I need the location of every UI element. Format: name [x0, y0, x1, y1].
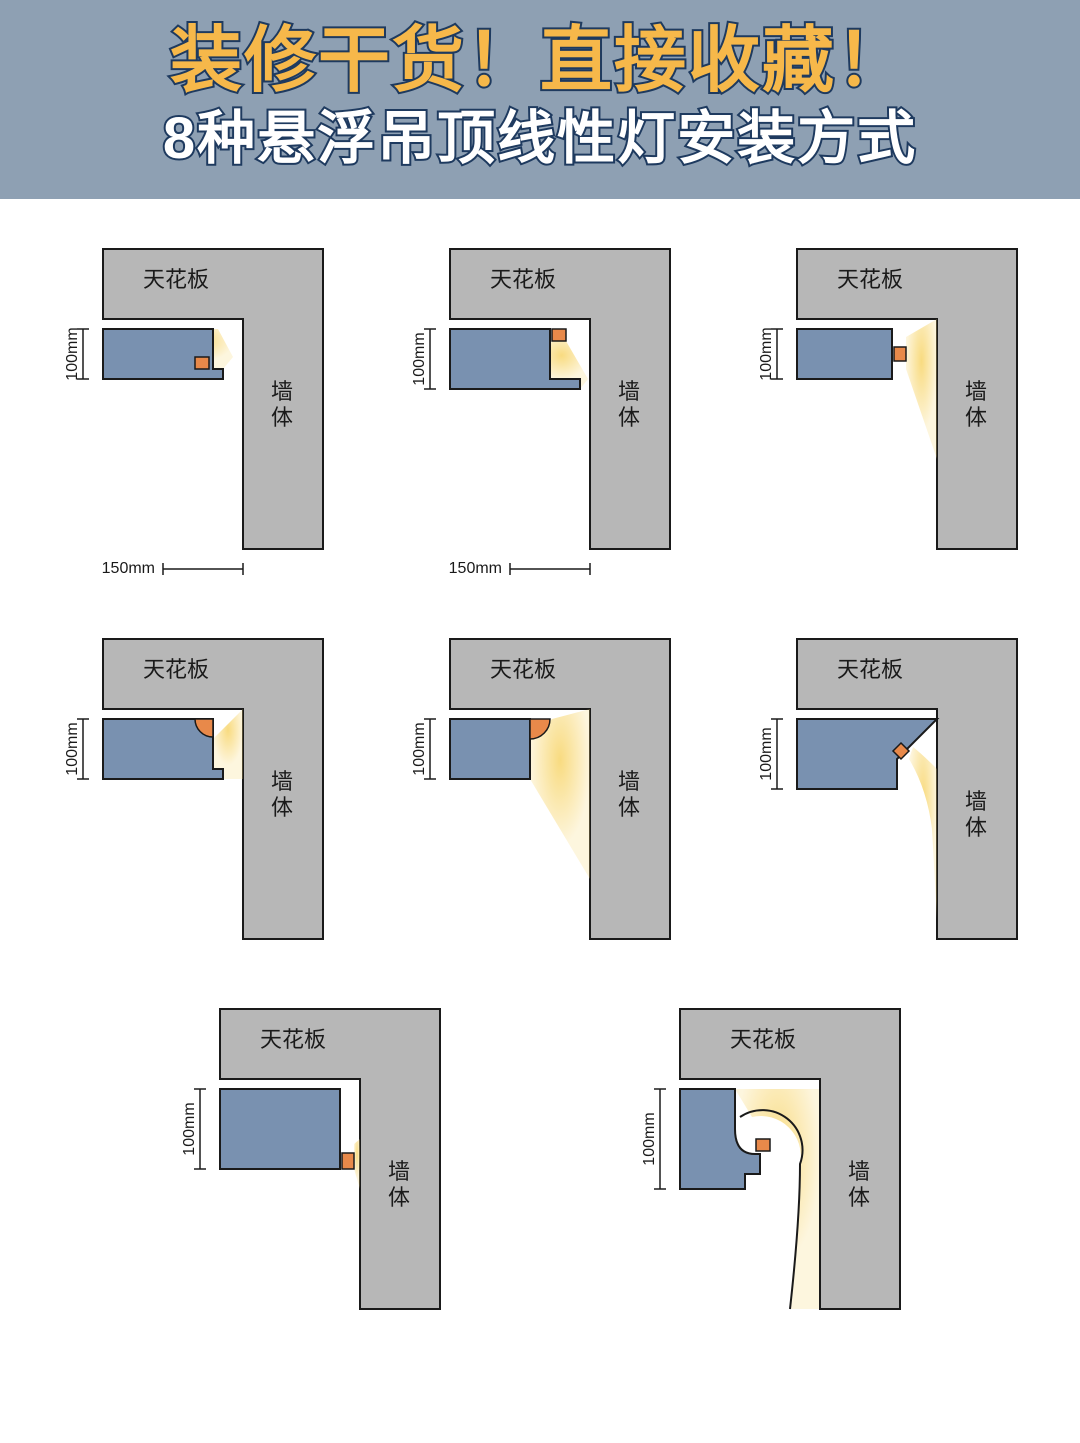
- title-line-1: 装修干货！直接收藏！: [0, 20, 1080, 103]
- diagram-svg-8: 天花板 墙体 100mm: [600, 989, 940, 1329]
- cove-shape: [220, 1089, 340, 1169]
- wall-label-char: 体: [271, 405, 293, 430]
- diagram-1: 天花板 墙体 100mm 150mm: [23, 229, 363, 589]
- ceiling-label: 天花板: [730, 1027, 796, 1052]
- row-1: 天花板 墙体 100mm 150mm: [20, 229, 1060, 589]
- cove-shape: [797, 329, 892, 379]
- ceiling-label: 天花板: [490, 267, 556, 292]
- dimension-vertical-label: 100mm: [65, 723, 82, 776]
- wall-label-char: 体: [618, 795, 640, 820]
- title-line-2: 8种悬浮吊顶线性灯安装方式: [0, 103, 1080, 176]
- dimension-horizontal-label: 150mm: [102, 561, 155, 578]
- diagram-8: 天花板 墙体 100mm: [600, 989, 940, 1329]
- diagram-svg-3: 天花板 墙体 100mm: [717, 229, 1057, 569]
- wall-label-char: 体: [388, 1185, 410, 1210]
- dimension-vertical-label: 100mm: [758, 728, 775, 781]
- ceiling-label: 天花板: [837, 267, 903, 292]
- dimension-vertical-label: 100mm: [411, 333, 428, 386]
- wall-label-char: 体: [848, 1185, 870, 1210]
- wall-label-char: 体: [965, 815, 987, 840]
- ceiling-label: 天花板: [490, 657, 556, 682]
- row-3: 天花板 墙体 100mm 天花板 墙体: [20, 989, 1060, 1329]
- dimension-vertical-label: 100mm: [758, 328, 775, 381]
- light-glow: [354, 1139, 360, 1189]
- wall-label-char: 体: [618, 405, 640, 430]
- diagram-svg-4: 天花板 墙体 100mm: [23, 619, 363, 959]
- ceiling-label: 天花板: [143, 267, 209, 292]
- diagram-svg-7: 天花板 墙体 100mm: [140, 989, 480, 1329]
- row-2: 天花板 墙体 100mm 天花板 墙体: [20, 619, 1060, 959]
- ceiling-label: 天花板: [837, 657, 903, 682]
- wall-label-char: 墙: [618, 379, 640, 404]
- diagram-6: 天花板 墙体 100mm: [717, 619, 1057, 959]
- diagram-3: 天花板 墙体 100mm: [717, 229, 1057, 589]
- diagram-svg-1: 天花板 墙体 100mm 150mm: [23, 229, 363, 589]
- wall-label-char: 体: [271, 795, 293, 820]
- light-glow: [906, 319, 937, 459]
- dimension-vertical-label: 100mm: [65, 328, 82, 381]
- diagram-7: 天花板 墙体 100mm: [140, 989, 480, 1329]
- dimension-horizontal-label: 150mm: [449, 561, 502, 578]
- light-glow: [909, 747, 937, 919]
- wall-label-char: 体: [965, 405, 987, 430]
- wall-label-char: 墙: [618, 769, 640, 794]
- cove-shape: [450, 719, 530, 779]
- diagram-svg-2: 天花板 墙体 100mm 150mm: [370, 229, 710, 589]
- header: 装修干货！直接收藏！ 8种悬浮吊顶线性灯安装方式: [0, 0, 1080, 199]
- dimension-vertical-label: 100mm: [411, 723, 428, 776]
- dimension-vertical-label: 100mm: [181, 1103, 198, 1156]
- dimension-vertical-label: 100mm: [641, 1113, 658, 1166]
- wall-label-char: 墙: [271, 769, 293, 794]
- wall-label-char: 墙: [965, 789, 987, 814]
- wall-label-char: 墙: [388, 1159, 410, 1184]
- wall-label-char: 墙: [848, 1159, 870, 1184]
- diagram-svg-6: 天花板 墙体 100mm: [717, 619, 1057, 959]
- wall-label-char: 墙: [271, 379, 293, 404]
- wall-label-char: 墙: [965, 379, 987, 404]
- light-glow: [735, 1089, 820, 1309]
- diagram-svg-5: 天花板 墙体 100mm: [370, 619, 710, 959]
- diagram-grid: 天花板 墙体 100mm 150mm: [0, 199, 1080, 1379]
- diagram-2: 天花板 墙体 100mm 150mm: [370, 229, 710, 589]
- diagram-4: 天花板 墙体 100mm: [23, 619, 363, 959]
- ceiling-label: 天花板: [143, 657, 209, 682]
- diagram-5: 天花板 墙体 100mm: [370, 619, 710, 959]
- cove-shape: [103, 329, 223, 379]
- ceiling-label: 天花板: [260, 1027, 326, 1052]
